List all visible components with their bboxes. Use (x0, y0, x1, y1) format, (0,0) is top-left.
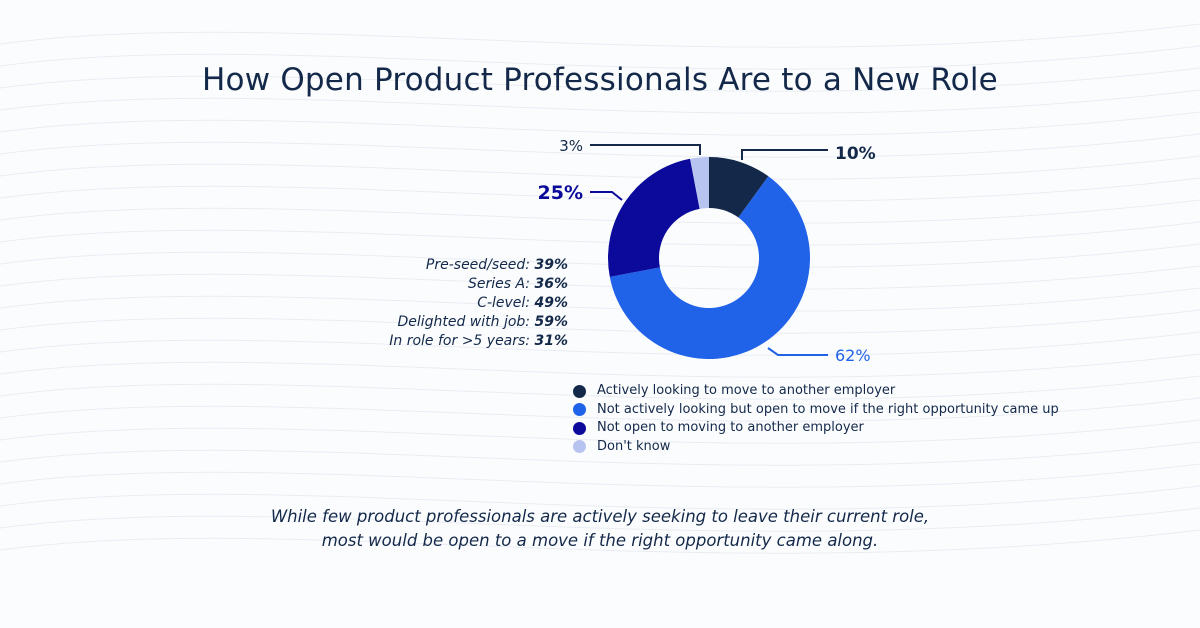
annotation-value: 49% (534, 295, 568, 311)
leader-line-actively-looking (741, 149, 828, 160)
legend-dot-icon (573, 421, 586, 435)
leader-line-not-open (590, 191, 623, 201)
legend-label: Actively looking to move to another empl… (597, 383, 896, 398)
annotation-value: 39% (534, 257, 568, 273)
legend-item: Don't know (573, 438, 1059, 457)
annotation-label: Series A: (467, 276, 531, 292)
leader-line-open-to-move (767, 347, 828, 356)
slice-dont-know (690, 157, 709, 209)
caption-line: While few product professionals are acti… (270, 507, 930, 526)
slice-not-open (608, 158, 700, 277)
annotation-value: 59% (534, 314, 568, 330)
legend-dot-icon (573, 384, 586, 398)
annotation-value: 36% (534, 276, 568, 292)
caption-line: most would be open to a move if the righ… (321, 531, 879, 550)
caption: While few product professionals are acti… (0, 505, 1200, 553)
annotation-row: Series A: 36% (389, 275, 568, 294)
slice-actively-looking (709, 157, 769, 218)
annotation-value: 31% (534, 333, 568, 349)
annotation-row: C-level: 49% (389, 294, 568, 313)
annotation-row: Pre-seed/seed: 39% (389, 256, 568, 275)
data-label-actively-looking: 10% (835, 144, 876, 164)
legend-label: Not open to moving to another employer (597, 420, 864, 435)
annotation-row: In role for >5 years: 31% (389, 332, 568, 351)
legend-item: Not open to moving to another employer (573, 419, 1059, 438)
slice-open-to-move (609, 176, 810, 359)
leader-line-dont-know (590, 144, 701, 155)
legend-label: Don't know (597, 438, 671, 454)
chart-title: How Open Product Professionals Are to a … (202, 62, 998, 98)
annotation-label: C-level: (477, 295, 531, 311)
annotation-row: Delighted with job: 59% (389, 313, 568, 332)
data-label-dont-know: 3% (559, 137, 583, 155)
annotations: Pre-seed/seed: 39% Series A: 36% C-level… (389, 256, 568, 351)
legend-dot-icon (573, 440, 586, 454)
annotation-label: Pre-seed/seed: (425, 257, 531, 273)
data-label-not-open: 25% (538, 182, 583, 204)
legend-item: Not actively looking but open to move if… (573, 401, 1059, 420)
legend-label: Not actively looking but open to move if… (597, 401, 1059, 417)
legend: Actively looking to move to another empl… (573, 382, 1059, 456)
legend-dot-icon (573, 403, 586, 417)
data-label-open-to-move: 62% (835, 346, 871, 365)
legend-item: Actively looking to move to another empl… (573, 382, 1059, 401)
annotation-label: In role for >5 years: (389, 333, 531, 349)
annotation-label: Delighted with job: (397, 314, 531, 330)
